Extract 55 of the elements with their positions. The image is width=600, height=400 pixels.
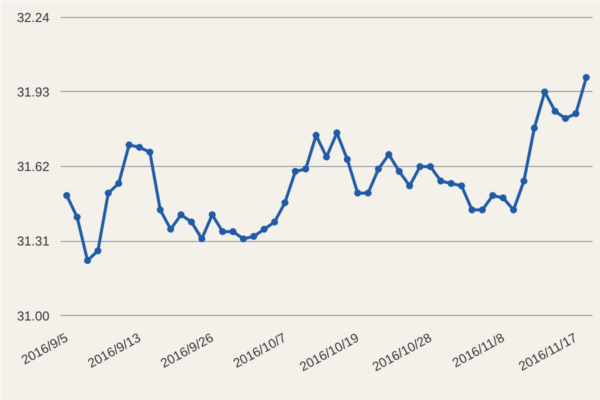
point [541, 88, 548, 96]
point [489, 192, 496, 199]
point [437, 178, 444, 185]
point [94, 247, 102, 254]
point [240, 235, 247, 242]
point [126, 141, 133, 148]
y-tick-label: 31.31 [16, 234, 50, 249]
point [406, 182, 414, 190]
point [302, 166, 310, 172]
point [396, 168, 403, 175]
point [250, 232, 258, 240]
point [416, 163, 424, 170]
point [344, 156, 351, 163]
point [84, 257, 92, 264]
point [458, 182, 466, 190]
point [500, 194, 507, 202]
point [510, 206, 518, 214]
point [312, 132, 320, 139]
point [104, 190, 112, 197]
point [208, 211, 216, 218]
point [562, 114, 569, 122]
point [552, 108, 559, 115]
point [136, 144, 143, 151]
point [74, 214, 81, 221]
point [219, 228, 226, 236]
point [281, 199, 288, 206]
point [478, 206, 486, 214]
point [260, 226, 268, 233]
point [385, 151, 392, 158]
point [271, 218, 278, 226]
point [178, 211, 185, 218]
point [333, 129, 340, 136]
point [229, 228, 236, 236]
point [582, 74, 590, 81]
point [448, 180, 455, 187]
point [468, 206, 476, 214]
point [115, 180, 122, 187]
point [426, 163, 434, 170]
y-tick-label: 31.93 [16, 84, 50, 100]
point [146, 148, 154, 156]
point [156, 206, 164, 214]
point [572, 110, 580, 118]
point [292, 168, 299, 175]
point [374, 166, 382, 172]
y-tick-label: 31.62 [16, 159, 50, 174]
y-tick-label: 31.00 [16, 308, 50, 324]
point [167, 226, 174, 233]
point [188, 218, 195, 226]
point [198, 235, 206, 242]
point [354, 190, 362, 197]
y-tick-label: 32.24 [16, 10, 50, 25]
point [520, 178, 528, 185]
point [364, 190, 372, 197]
point [530, 124, 538, 132]
point [63, 192, 70, 199]
